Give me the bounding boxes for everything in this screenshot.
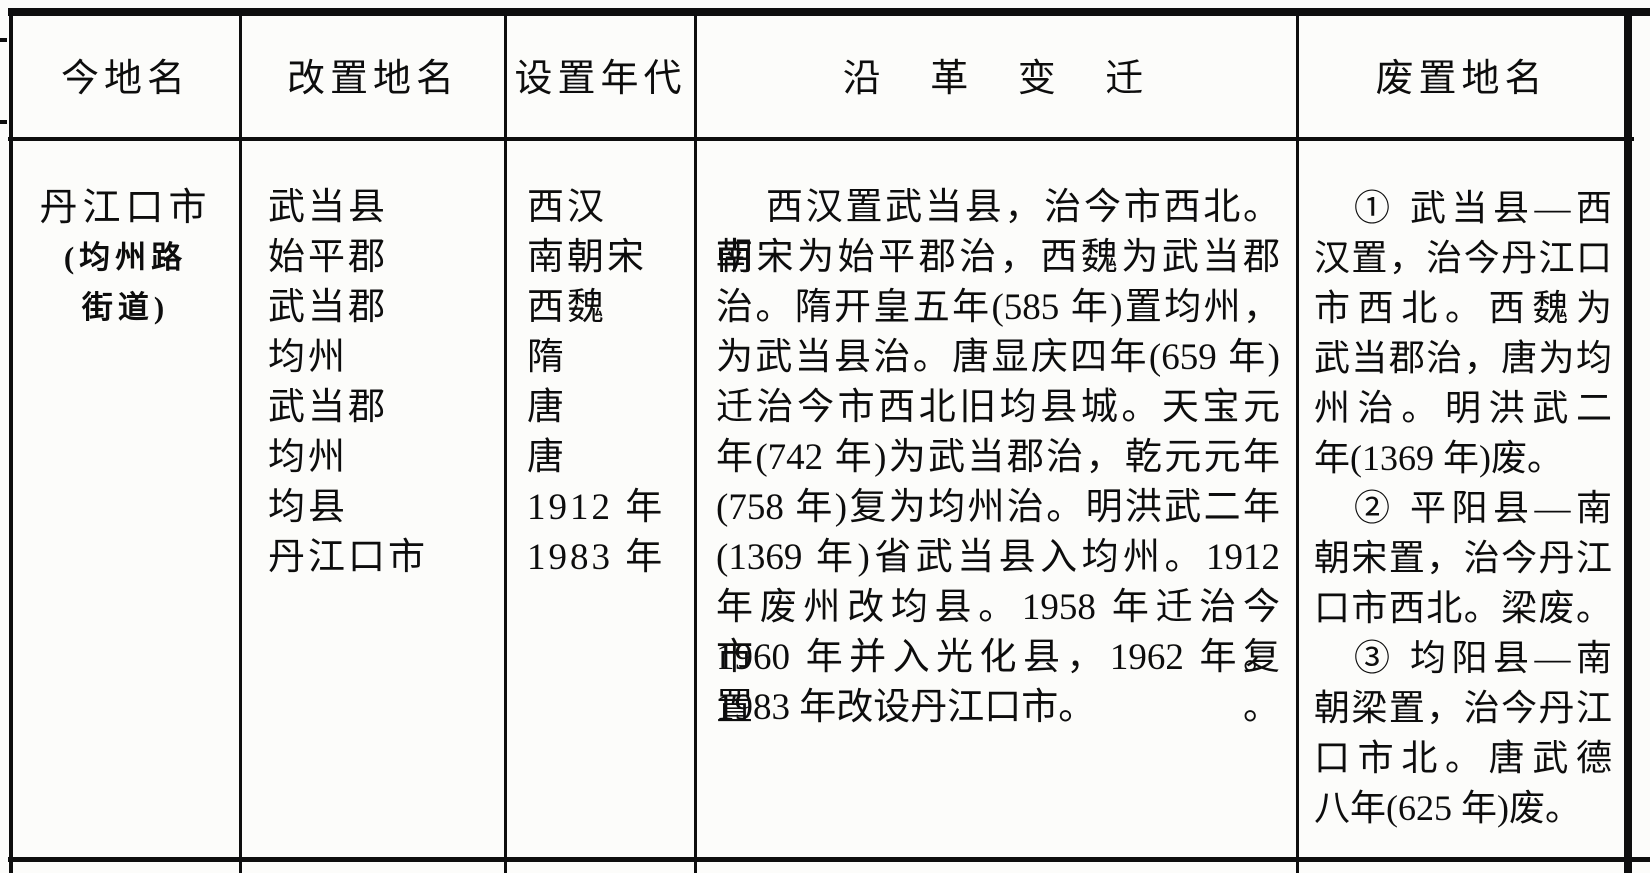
cell-era: 西汉 南朝宋 西魏 隋 唐 唐 1912 年 1983 年: [507, 141, 694, 857]
header-cell-era: 设置年代: [507, 10, 694, 138]
row-bottom-border: [8, 857, 1650, 862]
abolished-line: 武当郡治，唐为均: [1314, 338, 1612, 378]
abolished-line: 八年(625 年)废。: [1314, 788, 1581, 828]
renamed-line: 均州: [268, 437, 348, 478]
era-line: 南朝宋: [527, 237, 647, 278]
header-label: 设置年代: [514, 57, 687, 100]
today-name-paren-line: 街道): [81, 290, 170, 325]
abolished-line: 州治。明洪武二: [1314, 388, 1612, 428]
renamed-line: 始平郡: [268, 237, 388, 278]
scan-edge-mark: [0, 38, 7, 42]
abolished-line: 市西北。西魏为: [1314, 288, 1612, 328]
era-line: 唐: [527, 387, 567, 428]
cell-renamed-names: 武当县 始平郡 武当郡 均州 武当郡 均州 均县 丹江口市: [242, 141, 504, 857]
table-left-border: [9, 8, 13, 873]
header-label: 改置地名: [286, 57, 459, 100]
renamed-line: 均县: [268, 487, 348, 528]
column-separator-3: [694, 8, 697, 873]
cell-evolution: 西汉置武当县，治今市西北。南 朝宋为始平郡治，西魏为武当郡 治。隋开皇五年(58…: [697, 141, 1296, 857]
era-line: 隋: [527, 337, 567, 378]
renamed-line: 丹江口市: [268, 537, 428, 578]
evolution-line: 为武当县治。唐显庆四年(659 年): [716, 337, 1280, 378]
abolished-line: ① 武当县—西: [1354, 188, 1612, 228]
header-separator-line: [8, 137, 1634, 141]
evolution-line: 西汉置武当县，治今市西北。南: [716, 187, 1280, 278]
renamed-line: 均州: [268, 337, 348, 378]
cell-abolished: ① 武当县—西 汉置，治今丹江口 市西北。西魏为 武当郡治，唐为均 州治。明洪武…: [1299, 141, 1624, 857]
evolution-line: 朝宋为始平郡治，西魏为武当郡: [716, 237, 1280, 278]
table-right-border: [1624, 8, 1632, 873]
evolution-line: 1983 年改设丹江口市。: [716, 687, 1096, 728]
column-separator-4: [1296, 8, 1299, 873]
header-label: 今地名: [60, 57, 190, 100]
era-line: 1912 年: [527, 487, 666, 528]
table-top-border: [8, 8, 1650, 16]
header-cell-today-name: 今地名: [12, 10, 239, 138]
header-label: 废置地名: [1375, 57, 1548, 100]
today-name-paren-line: (均州路: [63, 240, 188, 275]
column-separator-1: [239, 8, 242, 873]
column-separator-2: [504, 8, 507, 873]
evolution-line: 1960 年并入光化县，1962 年复置。: [716, 637, 1280, 728]
header-cell-evolution: 沿 革 变 迁: [697, 10, 1296, 138]
era-line: 唐: [527, 437, 567, 478]
abolished-line: 口市北。唐武德: [1314, 738, 1612, 778]
abolished-line: 朝梁置，治今丹江: [1314, 688, 1612, 728]
abolished-line: 年(1369 年)废。: [1314, 438, 1563, 478]
evolution-line: (1369 年)省武当县入均州。1912: [716, 537, 1280, 578]
today-name: 丹江口市: [39, 187, 212, 229]
renamed-line: 武当郡: [268, 387, 388, 428]
era-line: 西魏: [527, 287, 607, 328]
abolished-line: 汉置，治今丹江口: [1314, 238, 1612, 278]
header-cell-renamed: 改置地名: [242, 10, 504, 138]
abolished-line: 口市西北。梁废。: [1314, 588, 1612, 628]
header-label: 沿 革 变 迁: [842, 57, 1151, 100]
cell-today-name: 丹江口市 (均州路 街道): [12, 141, 239, 857]
evolution-line: 治。隋开皇五年(585 年)置均州，: [716, 287, 1280, 328]
era-line: 1983 年: [527, 537, 666, 578]
evolution-line: 迁治今市西北旧均县城。天宝元: [716, 387, 1280, 428]
abolished-line: ③ 均阳县—南: [1354, 638, 1612, 678]
evolution-line: (758 年)复为均州治。明洪武二年: [716, 487, 1280, 528]
renamed-line: 武当县: [268, 187, 388, 228]
scan-edge-mark: [0, 120, 7, 124]
evolution-line: 年废州改均县。1958 年迁治今市。: [716, 587, 1280, 678]
renamed-line: 武当郡: [268, 287, 388, 328]
era-line: 西汉: [527, 187, 607, 228]
abolished-line: 朝宋置，治今丹江: [1314, 538, 1612, 578]
header-cell-abolished: 废置地名: [1299, 10, 1624, 138]
evolution-line: 年(742 年)为武当郡治，乾元元年: [716, 437, 1280, 478]
abolished-line: ② 平阳县—南: [1354, 488, 1612, 528]
